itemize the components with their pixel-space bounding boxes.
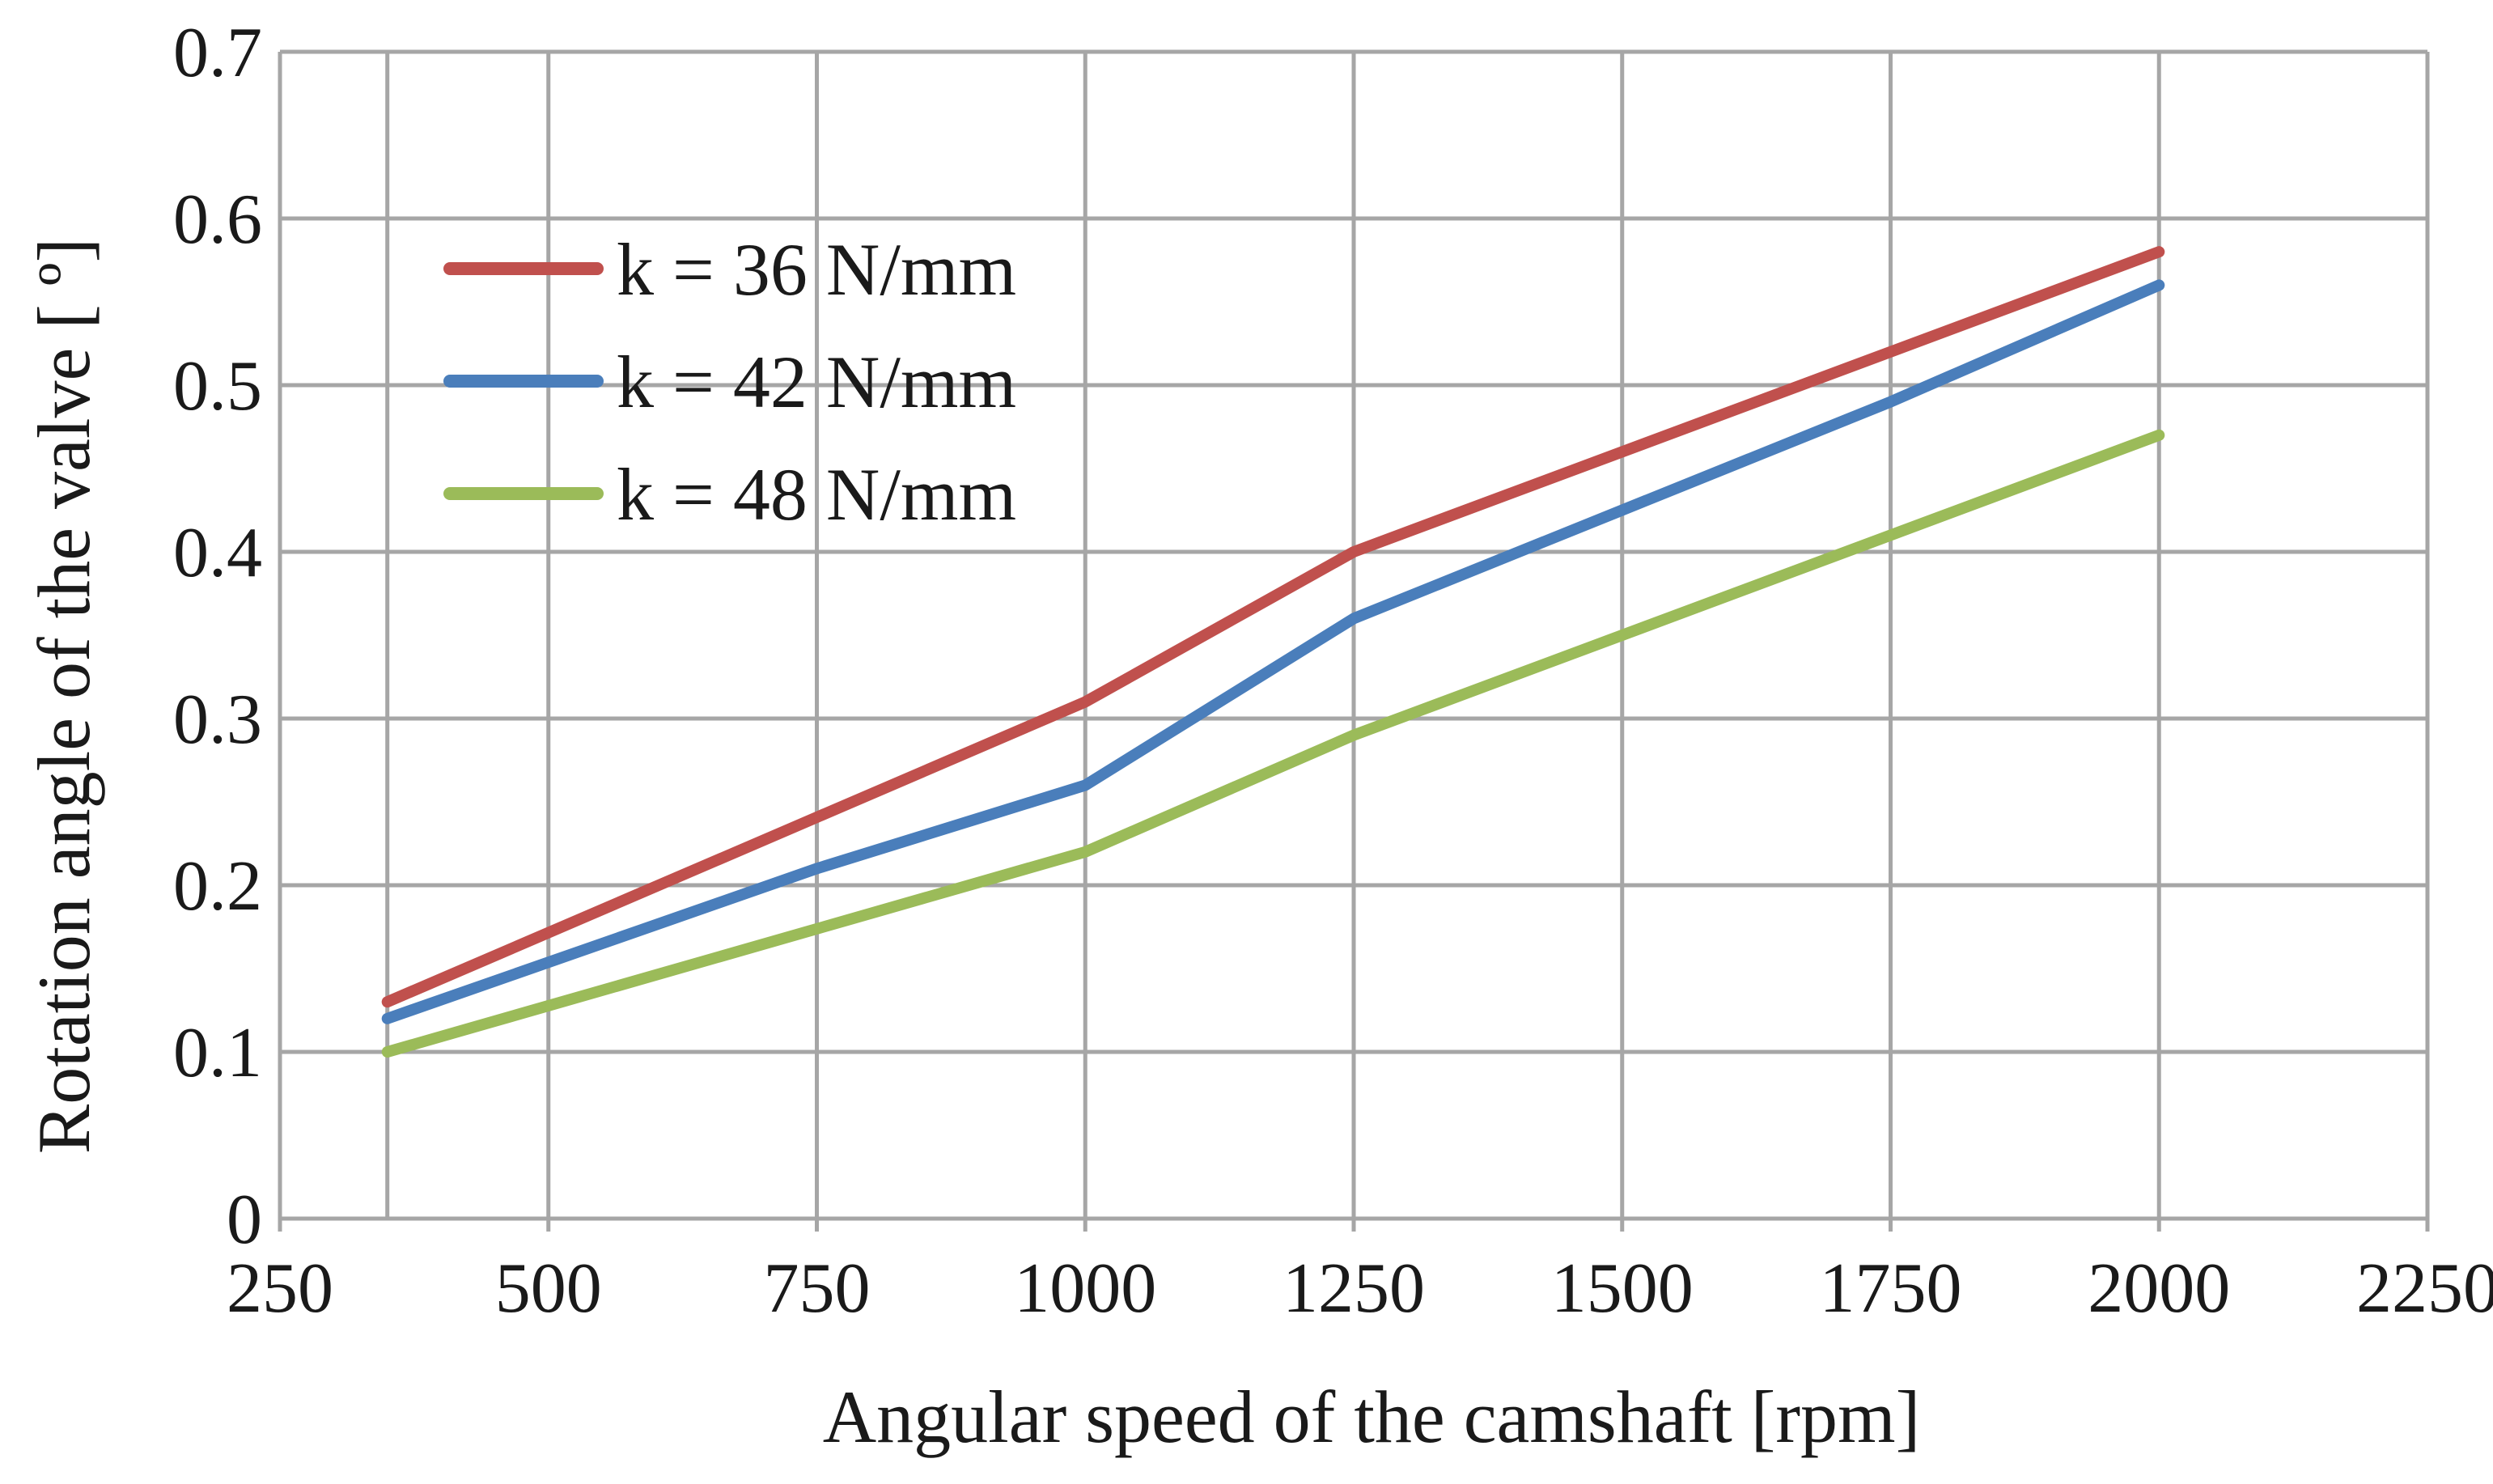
x-tick-label: 250 [227, 1249, 333, 1328]
tick-labels: 0 0.1 0.2 0.3 0.4 0.5 0.6 0.7 250 500 750 1000 1250 1… [173, 14, 2493, 1328]
series-lines [381, 246, 2165, 1058]
y-tick-label: 0.5 [173, 347, 262, 426]
y-tick-label: 0 [227, 1181, 262, 1259]
x-tick-label: 1500 [1551, 1249, 1694, 1328]
x-tick-label: 750 [764, 1249, 871, 1328]
y-tick-label: 0.7 [173, 14, 262, 92]
legend-label-2: k = 42 N/mm [617, 341, 1016, 423]
legend: k = 36 N/mm k = 42 N/mm k = 48 N/mm [443, 228, 1016, 536]
y-tick-label: 0.2 [173, 847, 262, 926]
series-line-1 [381, 246, 2165, 1008]
gridlines [278, 49, 2430, 1232]
y-axis-title: Rotation angle of the valve [ º] [23, 238, 105, 1154]
y-tick-label: 0.1 [173, 1014, 262, 1092]
legend-label-3: k = 48 N/mm [617, 453, 1016, 536]
x-tick-label: 1250 [1283, 1249, 1425, 1328]
legend-label-1: k = 36 N/mm [617, 228, 1016, 311]
x-tick-label: 500 [495, 1249, 602, 1328]
x-tick-label: 1750 [1820, 1249, 1962, 1328]
y-tick-label: 0.6 [173, 180, 262, 259]
series-line-3 [381, 429, 2165, 1058]
x-tick-label: 1000 [1014, 1249, 1156, 1328]
x-axis-title: Angular speed of the camshaft [rpm] [823, 1376, 1921, 1458]
y-tick-label: 0.4 [173, 514, 262, 592]
x-tick-label: 2250 [2356, 1249, 2493, 1328]
y-tick-label: 0.3 [173, 681, 262, 759]
series-line-2 [381, 279, 2165, 1024]
x-tick-label: 2000 [2088, 1249, 2230, 1328]
